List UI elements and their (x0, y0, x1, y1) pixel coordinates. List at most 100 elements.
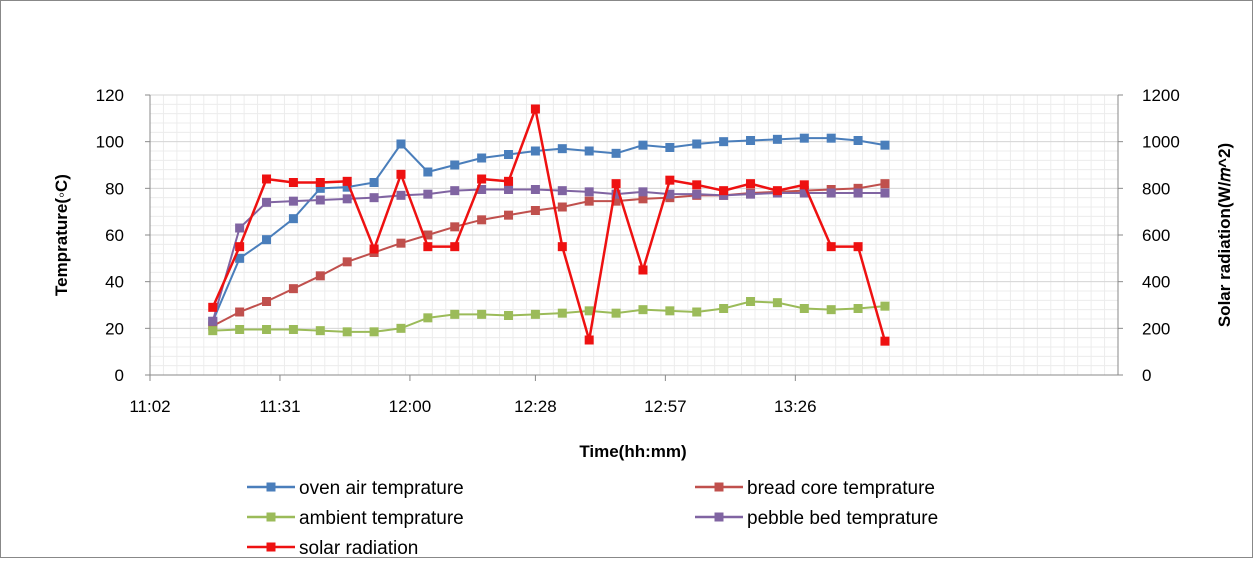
data-point (262, 325, 272, 334)
data-point (450, 242, 460, 252)
y2-tick-label: 200 (1142, 319, 1170, 338)
data-point (530, 185, 540, 194)
data-point (288, 325, 298, 334)
x-tick-label: 12:57 (644, 397, 687, 416)
y2-tick-label: 0 (1142, 366, 1151, 385)
data-point (584, 187, 594, 197)
data-point (423, 189, 433, 199)
legend-marker (266, 542, 276, 552)
series-line (212, 300, 886, 333)
data-point (584, 306, 594, 316)
data-point (557, 202, 567, 212)
series-ambient-temprature (208, 297, 890, 337)
data-point (423, 313, 433, 323)
data-point (692, 189, 702, 199)
data-point (584, 335, 594, 345)
data-point (772, 298, 782, 308)
data-point (288, 284, 298, 294)
legend-marker (714, 512, 724, 522)
data-point (557, 144, 567, 154)
data-point (423, 242, 433, 252)
data-point (692, 180, 702, 190)
data-point (611, 308, 621, 318)
data-point (288, 196, 298, 206)
data-point (880, 336, 890, 346)
data-point (477, 309, 487, 319)
data-point (208, 321, 218, 331)
data-point (288, 178, 298, 187)
data-point (826, 305, 836, 315)
y-tick-label: 100 (96, 133, 124, 152)
data-point (369, 327, 379, 337)
series-bread-core-temprature (208, 179, 890, 331)
data-point (557, 186, 567, 196)
y-tick-label: 20 (105, 319, 124, 338)
data-point (799, 180, 809, 190)
data-point (477, 174, 487, 184)
data-point (450, 186, 460, 196)
data-point (799, 188, 809, 198)
legend-entry: ambient temprature (247, 508, 464, 529)
legend: oven air temprature bread core temprature… (247, 478, 938, 559)
data-point (611, 196, 621, 206)
data-point (530, 206, 540, 215)
data-point (235, 242, 245, 252)
data-point (799, 133, 809, 143)
data-point (530, 104, 540, 114)
data-point (315, 195, 325, 205)
data-point (530, 146, 540, 156)
data-point (880, 301, 890, 311)
data-point (369, 244, 379, 254)
y-tick-label: 80 (105, 179, 124, 198)
x-tick-label: 12:28 (514, 397, 557, 416)
data-point (208, 326, 218, 336)
data-point (826, 133, 836, 143)
data-point (504, 150, 514, 159)
data-point (665, 143, 675, 152)
data-point (504, 185, 514, 194)
data-point (719, 190, 729, 200)
y2-tick-label: 1200 (1142, 86, 1180, 105)
data-point (746, 136, 756, 145)
data-point (315, 178, 325, 187)
data-point (504, 176, 514, 186)
data-point (719, 137, 729, 147)
data-point (746, 297, 756, 306)
y-tick-label: 40 (105, 273, 124, 292)
data-point (557, 242, 567, 252)
data-point (584, 146, 594, 156)
data-point (423, 230, 433, 240)
series-lines (208, 104, 890, 346)
data-point (692, 139, 702, 149)
data-point (746, 189, 756, 199)
data-point (235, 253, 245, 263)
data-point (504, 311, 514, 320)
data-point (826, 188, 836, 198)
data-point (208, 302, 218, 312)
data-point (665, 175, 675, 185)
data-point (611, 179, 621, 189)
data-point (799, 304, 809, 313)
x-axis-title: Time(hh:mm) (579, 442, 686, 461)
data-point (262, 197, 272, 207)
axes (145, 94, 1123, 381)
data-point (665, 189, 675, 199)
data-point (315, 271, 325, 281)
data-point (262, 235, 272, 245)
data-point (826, 242, 836, 252)
legend-label: pebble bed temprature (747, 508, 938, 529)
data-point (746, 179, 756, 189)
x-tick-label: 11:31 (259, 397, 300, 416)
data-point (396, 190, 406, 200)
data-point (772, 186, 782, 196)
data-point (719, 186, 729, 196)
legend-entry: solar radiation (247, 538, 418, 559)
data-point (853, 242, 863, 252)
data-point (557, 308, 567, 318)
data-point (423, 167, 433, 177)
data-point (853, 304, 863, 313)
y2-tick-label: 600 (1142, 226, 1170, 245)
data-point (342, 327, 352, 337)
